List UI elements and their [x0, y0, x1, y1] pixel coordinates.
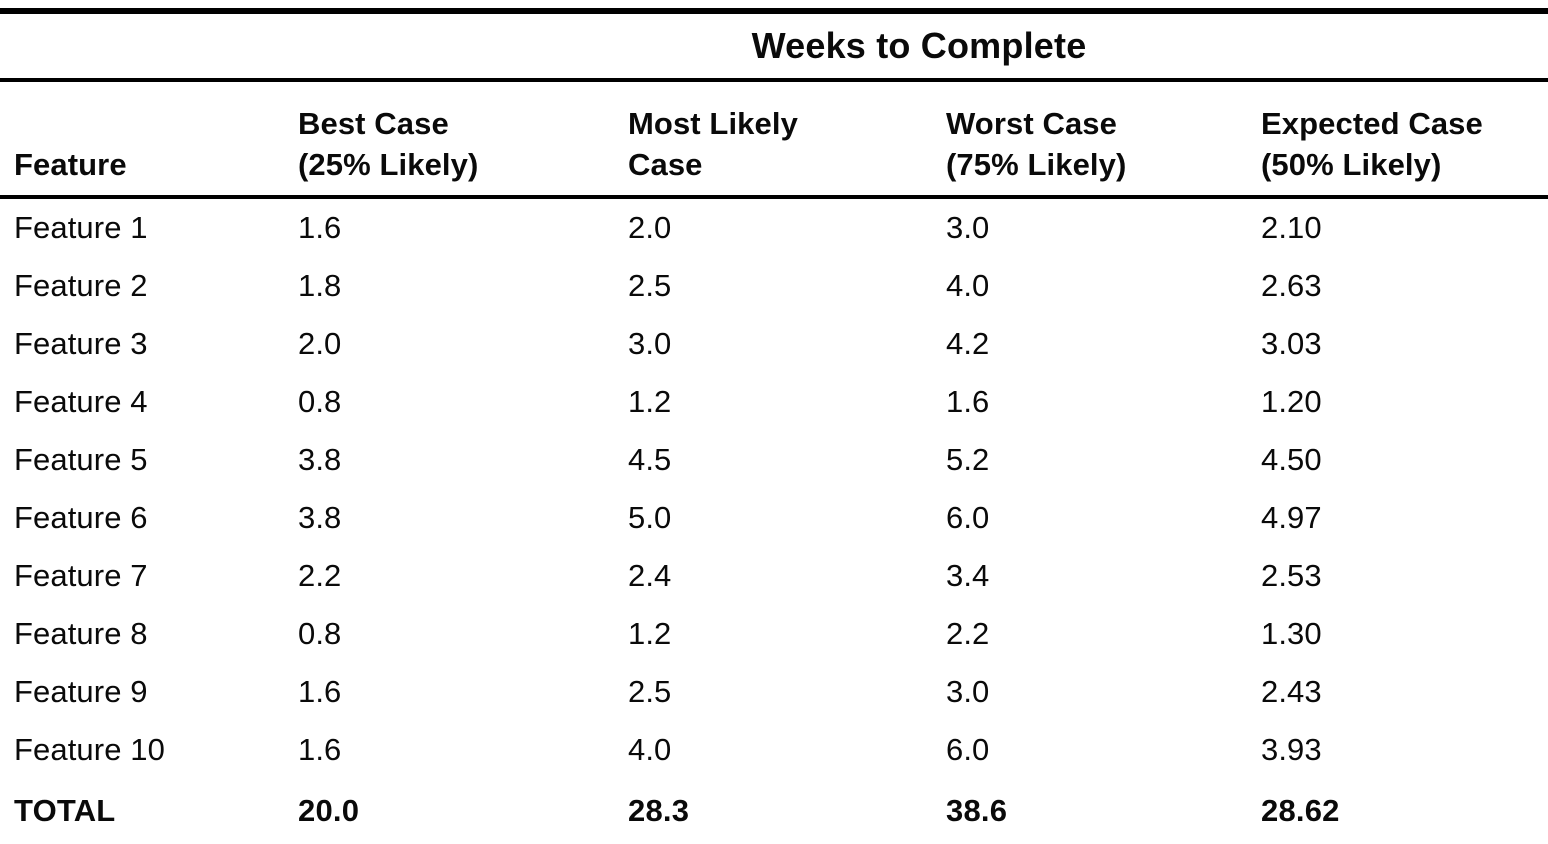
feature-cell: Feature 5	[14, 442, 148, 477]
header-worst-case: Worst Case (75% Likely)	[938, 80, 1253, 199]
header-expected-case-line2: (50% Likely)	[1261, 147, 1442, 183]
worst-case-cell: 5.2	[946, 442, 990, 477]
expected-case-cell: 3.93	[1261, 732, 1322, 767]
table-row: Feature 10 1.6 4.0 6.0 3.93	[0, 721, 1548, 779]
table-total-row: TOTAL 20.0 28.3 38.6 28.62	[0, 779, 1548, 844]
expected-case-cell: 2.63	[1261, 268, 1322, 303]
table-header-row: Feature Best Case (25% Likely) Most Like…	[0, 80, 1548, 199]
feature-cell: Feature 2	[14, 268, 148, 303]
spanner-empty-cell	[0, 11, 290, 82]
worst-case-cell: 1.6	[946, 384, 990, 419]
header-expected-case: Expected Case (50% Likely)	[1253, 80, 1548, 199]
total-best-case-cell: 20.0	[298, 793, 360, 828]
most-likely-cell: 2.5	[628, 268, 672, 303]
expected-case-cell: 4.97	[1261, 500, 1322, 535]
table-row: Feature 6 3.8 5.0 6.0 4.97	[0, 489, 1548, 547]
most-likely-cell: 4.5	[628, 442, 672, 477]
table-row: Feature 3 2.0 3.0 4.2 3.03	[0, 315, 1548, 373]
table-row: Feature 8 0.8 1.2 2.2 1.30	[0, 605, 1548, 663]
total-worst-case-cell: 38.6	[946, 793, 1008, 828]
expected-case-cell: 4.50	[1261, 442, 1322, 477]
expected-case-cell: 2.43	[1261, 674, 1322, 709]
table-row: Feature 5 3.8 4.5 5.2 4.50	[0, 431, 1548, 489]
most-likely-cell: 1.2	[628, 384, 672, 419]
best-case-cell: 1.6	[298, 210, 342, 245]
header-most-likely: Most Likely Case	[620, 80, 938, 199]
expected-case-cell: 2.53	[1261, 558, 1322, 593]
table-spanner-row: Weeks to Complete	[0, 11, 1548, 82]
total-most-likely-cell: 28.3	[628, 793, 690, 828]
best-case-cell: 0.8	[298, 384, 342, 419]
most-likely-cell: 1.2	[628, 616, 672, 651]
most-likely-cell: 2.0	[628, 210, 672, 245]
table-row: Feature 9 1.6 2.5 3.0 2.43	[0, 663, 1548, 721]
table-row: Feature 2 1.8 2.5 4.0 2.63	[0, 257, 1548, 315]
feature-cell: Feature 1	[14, 210, 148, 245]
worst-case-cell: 3.0	[946, 674, 990, 709]
table-row: Feature 7 2.2 2.4 3.4 2.53	[0, 547, 1548, 605]
header-best-case-line2: (25% Likely)	[298, 147, 479, 183]
header-feature: Feature	[0, 80, 290, 199]
table-title: Weeks to Complete	[290, 11, 1548, 82]
feature-cell: Feature 6	[14, 500, 148, 535]
feature-cell: Feature 8	[14, 616, 148, 651]
most-likely-cell: 2.5	[628, 674, 672, 709]
weeks-to-complete-table: Weeks to Complete Feature Best Case (25%…	[0, 8, 1548, 844]
worst-case-cell: 4.0	[946, 268, 990, 303]
header-best-case: Best Case (25% Likely)	[290, 80, 620, 199]
best-case-cell: 2.2	[298, 558, 342, 593]
worst-case-cell: 4.2	[946, 326, 990, 361]
best-case-cell: 3.8	[298, 500, 342, 535]
best-case-cell: 1.6	[298, 674, 342, 709]
expected-case-cell: 1.30	[1261, 616, 1322, 651]
header-expected-case-line1: Expected Case	[1261, 106, 1483, 142]
worst-case-cell: 3.0	[946, 210, 990, 245]
header-worst-case-line1: Worst Case	[946, 106, 1117, 142]
feature-cell: Feature 7	[14, 558, 148, 593]
best-case-cell: 3.8	[298, 442, 342, 477]
feature-cell: Feature 3	[14, 326, 148, 361]
expected-case-cell: 3.03	[1261, 326, 1322, 361]
worst-case-cell: 6.0	[946, 732, 990, 767]
best-case-cell: 2.0	[298, 326, 342, 361]
most-likely-cell: 4.0	[628, 732, 672, 767]
table-row: Feature 1 1.6 2.0 3.0 2.10	[0, 197, 1548, 257]
feature-cell: Feature 10	[14, 732, 165, 767]
most-likely-cell: 2.4	[628, 558, 672, 593]
total-label-cell: TOTAL	[14, 793, 116, 828]
header-worst-case-line2: (75% Likely)	[946, 147, 1127, 183]
best-case-cell: 1.6	[298, 732, 342, 767]
worst-case-cell: 3.4	[946, 558, 990, 593]
header-best-case-line1: Best Case	[298, 106, 449, 142]
feature-cell: Feature 9	[14, 674, 148, 709]
total-expected-case-cell: 28.62	[1261, 793, 1340, 828]
worst-case-cell: 6.0	[946, 500, 990, 535]
expected-case-cell: 2.10	[1261, 210, 1322, 245]
table-row: Feature 4 0.8 1.2 1.6 1.20	[0, 373, 1548, 431]
expected-case-cell: 1.20	[1261, 384, 1322, 419]
most-likely-cell: 3.0	[628, 326, 672, 361]
header-most-likely-line1: Most Likely	[628, 106, 798, 142]
most-likely-cell: 5.0	[628, 500, 672, 535]
feature-cell: Feature 4	[14, 384, 148, 419]
header-most-likely-line2: Case	[628, 147, 703, 183]
best-case-cell: 1.8	[298, 268, 342, 303]
best-case-cell: 0.8	[298, 616, 342, 651]
worst-case-cell: 2.2	[946, 616, 990, 651]
header-feature-label: Feature	[14, 147, 127, 183]
